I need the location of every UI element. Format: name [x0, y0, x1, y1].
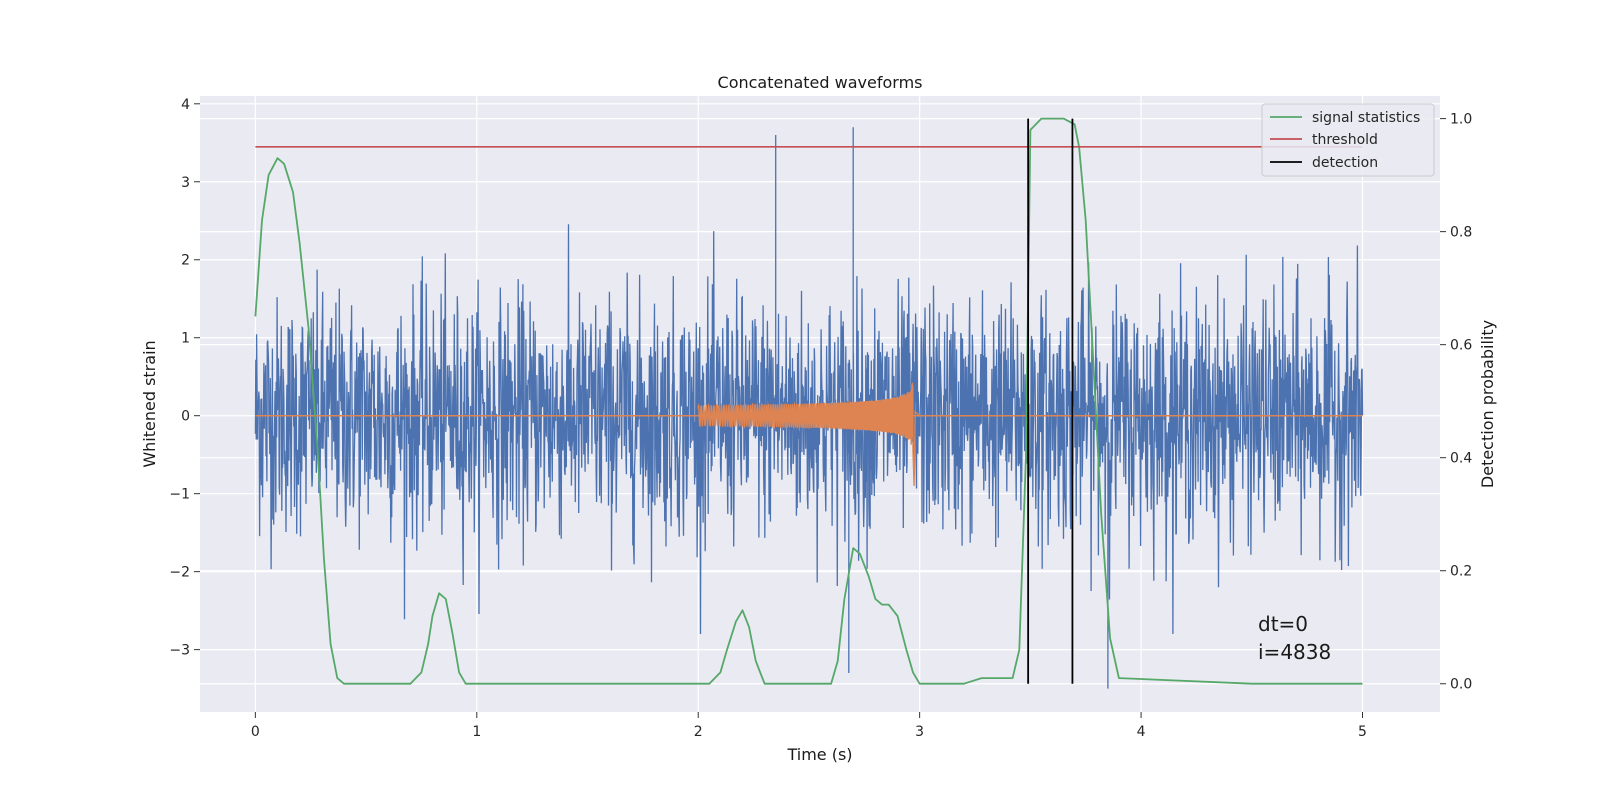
y-axis-ticks: −3 −2 −1 0 1 2 3 4: [169, 97, 200, 659]
strain-line: [254, 127, 1364, 689]
y-tick-label: 0: [181, 409, 190, 425]
x-tick-label: 1: [472, 724, 481, 740]
right-y-tick-label: 0.8: [1450, 225, 1472, 241]
x-axis-ticks: 0 1 2 3 4 5: [251, 712, 1367, 740]
right-y-tick-label: 0.4: [1450, 451, 1472, 467]
y-tick-label: 4: [181, 97, 190, 113]
strain-series: [254, 127, 1364, 689]
y-tick-label: 2: [181, 253, 190, 269]
legend-label-signal-statistics: signal statistics: [1312, 110, 1420, 126]
y-tick-label: 1: [181, 331, 190, 347]
legend-label-threshold: threshold: [1312, 132, 1378, 148]
x-tick-label: 0: [251, 724, 260, 740]
y-tick-label: −1: [169, 487, 190, 503]
x-tick-label: 4: [1137, 724, 1146, 740]
legend: signal statistics threshold detection: [1261, 103, 1435, 177]
y-tick-label: −2: [169, 565, 190, 581]
x-axis-label: Time (s): [786, 745, 852, 764]
chart-title: Concatenated waveforms: [718, 73, 923, 92]
right-y-tick-label: 1.0: [1450, 112, 1472, 128]
y-tick-label: 3: [181, 175, 190, 191]
x-tick-label: 3: [915, 724, 924, 740]
right-y-tick-label: 0.2: [1450, 564, 1472, 580]
chirp-line: [697, 382, 921, 486]
legend-box: [1261, 103, 1435, 177]
x-tick-label: 5: [1358, 724, 1367, 740]
x-tick-label: 2: [694, 724, 703, 740]
y-tick-label: −3: [169, 643, 190, 659]
right-y-tick-label: 0.0: [1450, 677, 1472, 693]
signal-statistics-series: [254, 117, 1363, 685]
signal-statistics-line: [254, 117, 1363, 685]
right-y-tick-label: 0.6: [1450, 338, 1472, 354]
y-axis-label: Whitened strain: [140, 340, 159, 467]
right-y-axis-ticks: 0.0 0.2 0.4 0.6 0.8 1.0: [1440, 112, 1472, 693]
annotation-i: i=4838: [1258, 640, 1331, 664]
legend-label-detection: detection: [1312, 155, 1378, 171]
annotation-dt: dt=0: [1258, 612, 1308, 636]
right-y-axis-label: Detection probability: [1478, 320, 1497, 488]
